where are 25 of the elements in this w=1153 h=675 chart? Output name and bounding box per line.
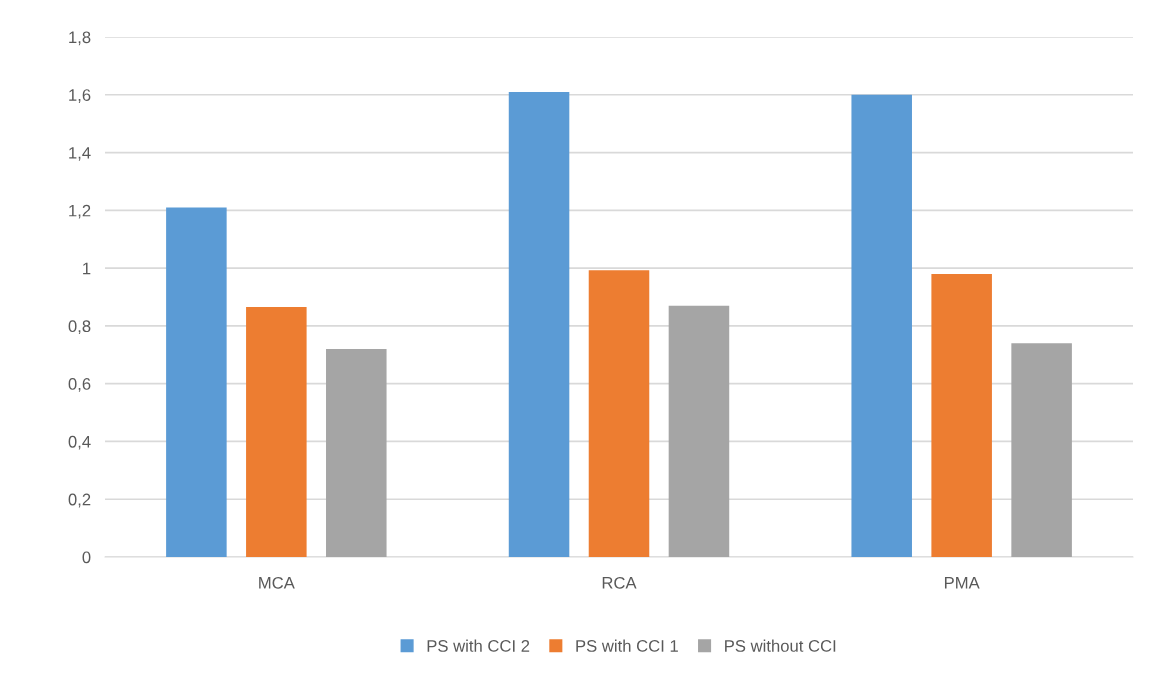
bar: [1011, 343, 1072, 557]
x-tick-label: PMA: [944, 577, 980, 589]
y-tick-label: 0,6: [68, 378, 91, 392]
bar: [246, 307, 307, 557]
y-tick-label: 0,4: [68, 435, 91, 450]
y-tick-label: 1,4: [69, 147, 91, 161]
x-tick-label: MCA: [259, 576, 295, 589]
bar: [851, 94, 912, 557]
legend-label: PS with CCI 1: [576, 639, 678, 652]
legend-label: PS with CCI 2: [427, 639, 530, 652]
bar: [668, 305, 730, 557]
x-tick-label: RCA: [602, 576, 637, 589]
legend-label: PS without CCI: [725, 639, 836, 652]
y-tick-label: 1: [83, 262, 91, 275]
bar: [326, 349, 387, 557]
y-tick-label: 0,8: [68, 320, 91, 335]
y-tick-label: 1,8: [69, 31, 91, 46]
y-tick-label: 1,6: [69, 89, 91, 103]
bar: [588, 270, 650, 557]
y-tick-label: 0: [82, 551, 91, 564]
bar: [508, 91, 570, 557]
bar: [166, 207, 227, 557]
y-tick-label: 0,2: [68, 493, 91, 508]
bar: [931, 273, 992, 557]
y-tick-label: 1,2: [69, 204, 91, 219]
